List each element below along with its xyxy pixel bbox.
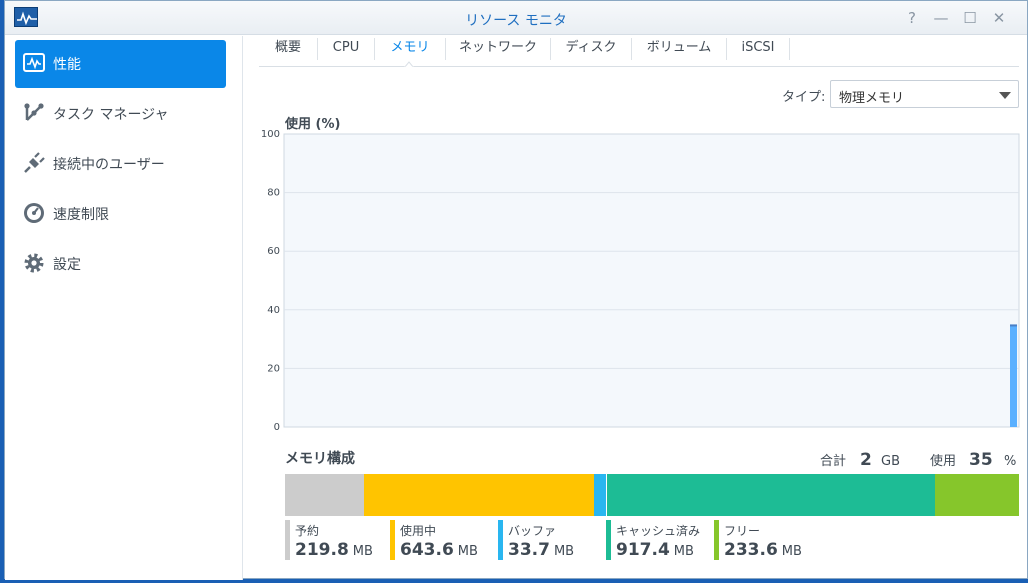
tab-memory[interactable]: メモリ	[390, 40, 430, 55]
help-button[interactable]: ?	[908, 9, 916, 27]
sidebar-item-label: 性能	[53, 57, 81, 73]
memory-segment	[935, 474, 1019, 516]
legend-color-swatch	[390, 520, 395, 560]
total-unit: GB	[881, 454, 900, 469]
memory-usage-chart: 100 80 60 40 20 0	[261, 129, 1020, 433]
legend-value: 643.6	[400, 540, 454, 560]
legend-value-line: 917.4 MB	[616, 540, 694, 560]
speedometer-icon	[23, 202, 45, 224]
legend-unit: MB	[673, 544, 694, 559]
tab-iscsi[interactable]: iSCSI	[741, 40, 775, 55]
task-manager-icon	[23, 102, 45, 124]
legend-color-swatch	[285, 520, 290, 560]
y-tick-label: 0	[274, 422, 280, 433]
legend-color-swatch	[714, 520, 719, 560]
tab-overview[interactable]: 概要	[274, 40, 301, 55]
sidebar-item-label: タスク マネージャ	[53, 107, 169, 123]
tab-divider	[374, 38, 375, 60]
legend-value-line: 643.6 MB	[400, 540, 478, 560]
sidebar-item-performance[interactable]: 性能	[15, 40, 226, 88]
tab-divider	[445, 38, 446, 60]
tab-cpu[interactable]: CPU	[332, 40, 360, 55]
legend-label: バッファ	[508, 524, 557, 538]
window-title: リソース モニタ	[465, 13, 567, 29]
legend-label: 使用中	[400, 524, 437, 538]
memory-type-select[interactable]: 物理メモリ	[830, 80, 1019, 108]
title-bar[interactable]: リソース モニタ ? — ☐ ✕	[5, 1, 1027, 35]
tab-divider	[631, 38, 632, 60]
minimize-button[interactable]: —	[933, 9, 949, 27]
legend-unit: MB	[781, 544, 802, 559]
usage-bar	[1010, 324, 1017, 427]
maximize-button[interactable]: ☐	[963, 9, 977, 27]
memory-segment	[363, 474, 595, 516]
chart-title: 使用 (%)	[285, 117, 341, 132]
legend-value: 917.4	[616, 540, 670, 560]
tab-disk[interactable]: ディスク	[565, 40, 617, 55]
legend-label: キャッシュ済み	[616, 524, 701, 538]
memory-composition-title: メモリ構成	[285, 451, 355, 467]
sidebar-item-label: 接続中のユーザー	[53, 157, 165, 173]
legend-unit: MB	[352, 544, 373, 559]
legend-color-swatch	[606, 520, 611, 560]
tab-bar: 概要 CPU メモリ ネットワーク ディスク ボリューム iSCSI	[259, 36, 1019, 68]
plug-icon	[23, 152, 45, 174]
sidebar-item-settings[interactable]: 設定	[15, 240, 226, 288]
sidebar-item-label: 速度制限	[53, 207, 109, 223]
resource-monitor-icon	[14, 7, 38, 27]
total-label: 合計	[820, 454, 847, 469]
gear-icon	[23, 252, 45, 274]
memory-segment	[606, 474, 936, 516]
legend-unit: MB	[457, 544, 478, 559]
chart-plot-area	[283, 133, 1020, 428]
tab-divider	[317, 38, 318, 60]
used-label: 使用	[930, 454, 957, 469]
sidebar-item-task-manager[interactable]: タスク マネージャ	[15, 90, 226, 138]
sidebar: 性能 タスク マネージャ 接続中のユーザー 速度制限 設定	[5, 36, 243, 580]
tab-divider	[726, 38, 727, 60]
close-button[interactable]: ✕	[992, 9, 1006, 27]
sidebar-item-label: 設定	[53, 257, 81, 273]
legend-unit: MB	[553, 544, 575, 559]
sidebar-item-speed-limit[interactable]: 速度制限	[15, 190, 226, 238]
memory-type-value: 物理メモリ	[839, 91, 905, 106]
memory-composition-bar	[285, 474, 1019, 516]
chevron-down-icon[interactable]	[999, 92, 1011, 99]
memory-segment	[285, 474, 364, 516]
tab-divider	[789, 38, 790, 60]
tab-divider	[550, 38, 551, 60]
y-tick-label: 20	[267, 363, 280, 374]
tab-network[interactable]: ネットワーク	[458, 40, 537, 55]
used-value: 35	[969, 450, 993, 470]
legend-label: フリー	[724, 524, 761, 538]
legend-value-line: 233.6 MB	[724, 540, 802, 560]
y-tick-label: 80	[267, 188, 280, 199]
y-tick-label: 100	[261, 129, 280, 140]
y-tick-label: 60	[267, 246, 280, 257]
legend-value: 219.8	[295, 540, 349, 560]
resource-monitor-window: リソース モニタ ? — ☐ ✕ 性能 タスク マネージャ 接続中のユーザー	[4, 0, 1028, 580]
type-label: タイプ:	[782, 90, 826, 105]
active-tab-indicator	[404, 61, 414, 68]
legend-value: 33.7	[508, 540, 550, 560]
legend-value: 233.6	[724, 540, 778, 560]
total-value: 2	[860, 450, 872, 470]
legend-color-swatch	[498, 520, 503, 560]
legend-value-line: 219.8 MB	[295, 540, 373, 560]
legend-value-line: 33.7 MB	[508, 540, 574, 560]
memory-segment	[594, 474, 607, 516]
usage-bar-top	[1010, 324, 1017, 327]
used-unit: %	[1004, 454, 1017, 469]
sidebar-item-connected-users[interactable]: 接続中のユーザー	[15, 140, 226, 188]
legend-label: 予約	[295, 524, 320, 538]
y-tick-label: 40	[267, 305, 280, 316]
tab-volume[interactable]: ボリューム	[646, 40, 712, 55]
performance-icon	[23, 52, 45, 74]
